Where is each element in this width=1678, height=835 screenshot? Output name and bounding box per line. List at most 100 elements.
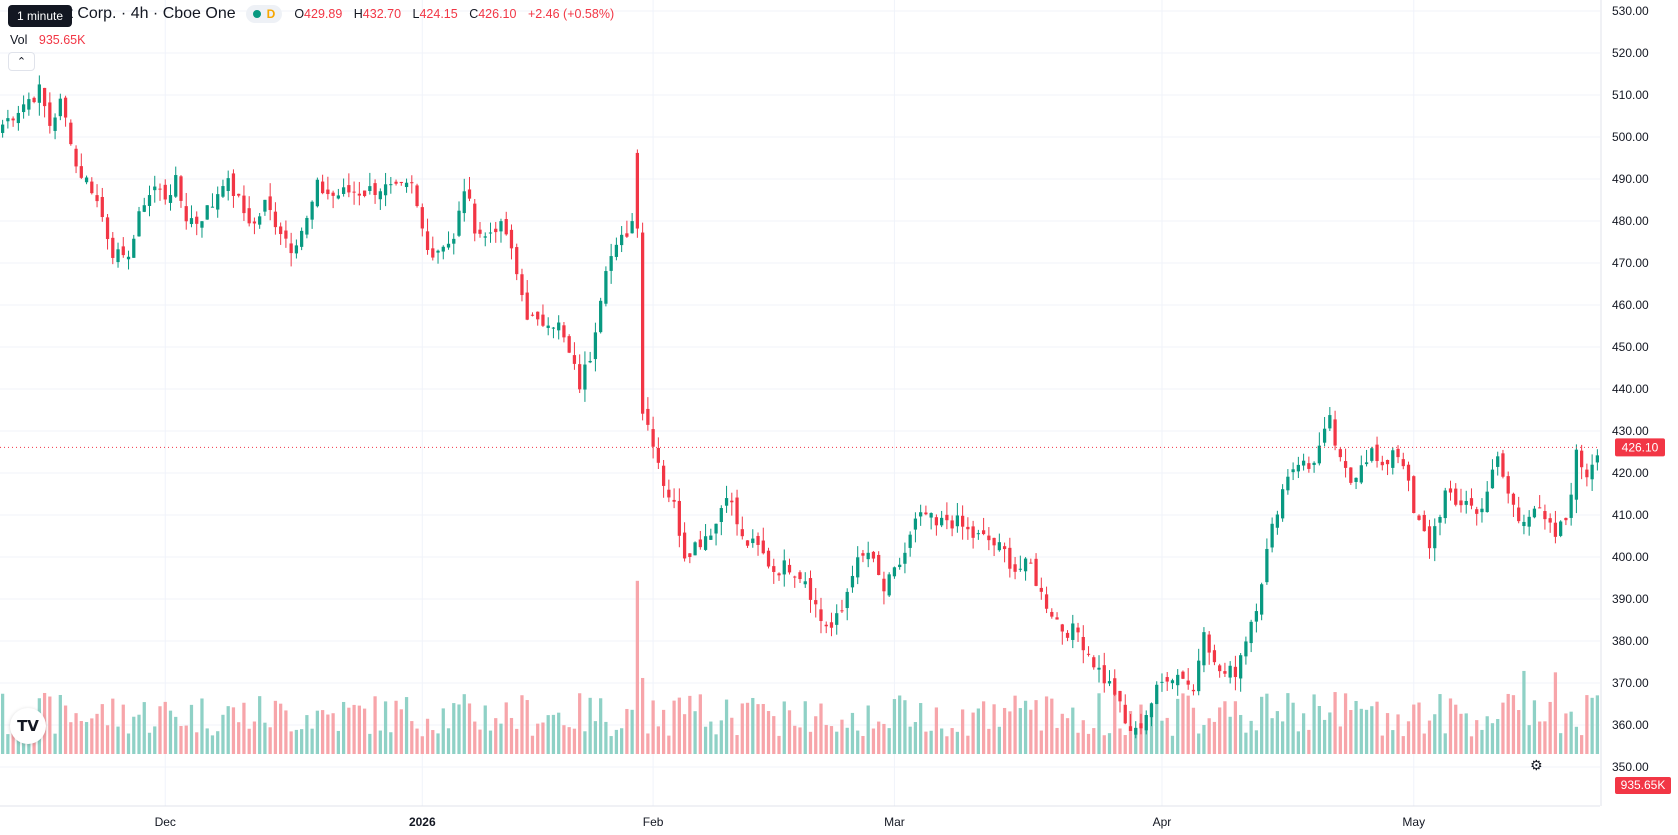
candle-body bbox=[399, 181, 403, 184]
volume-bar bbox=[315, 710, 320, 754]
volume-bar bbox=[1286, 693, 1290, 754]
candle-body bbox=[987, 535, 991, 541]
volume-bar bbox=[1569, 711, 1573, 754]
volume-bar bbox=[168, 710, 173, 754]
candle-body bbox=[940, 517, 944, 526]
candle-body bbox=[273, 211, 278, 228]
candle-body bbox=[1128, 726, 1133, 731]
volume-bar bbox=[1307, 729, 1311, 754]
candle-body bbox=[751, 538, 755, 544]
candle-body bbox=[231, 173, 236, 196]
volume-bar bbox=[1149, 705, 1154, 754]
volume-bar bbox=[955, 731, 960, 754]
volume-bar bbox=[992, 704, 996, 754]
candle-body bbox=[226, 178, 230, 192]
candle-body bbox=[588, 360, 592, 363]
candle-body bbox=[1186, 680, 1190, 685]
volume-bar bbox=[121, 704, 125, 754]
low-value: 424.15 bbox=[419, 7, 458, 21]
candle-body bbox=[761, 540, 765, 554]
volume-bar bbox=[205, 728, 209, 754]
volume-bar bbox=[1417, 702, 1421, 754]
candle-body bbox=[693, 542, 697, 556]
candle-body bbox=[1517, 507, 1521, 522]
candle-body bbox=[1118, 690, 1122, 702]
volume-bar bbox=[593, 721, 598, 754]
volume-bar bbox=[1553, 672, 1558, 754]
volume-label[interactable]: Vol bbox=[10, 33, 28, 47]
volume-bar bbox=[1574, 726, 1579, 754]
volume-bar bbox=[457, 704, 461, 754]
volume-bar bbox=[1580, 735, 1584, 754]
volume-bar bbox=[1280, 721, 1285, 754]
candle-body bbox=[189, 218, 194, 225]
open-value: 429.89 bbox=[304, 7, 343, 21]
candle-body bbox=[462, 191, 466, 214]
candle-body bbox=[373, 183, 377, 195]
volume-bar bbox=[1034, 700, 1038, 754]
candle-body bbox=[1092, 657, 1096, 668]
candle-body bbox=[153, 186, 157, 191]
volume-bar bbox=[850, 712, 855, 754]
volume-bar bbox=[703, 726, 708, 754]
collapse-legend-button[interactable]: ⌃ bbox=[8, 52, 35, 71]
volume-bar bbox=[147, 732, 152, 754]
volume-bar bbox=[1522, 670, 1526, 754]
volume-tag-bg bbox=[1615, 777, 1671, 794]
volume-bar bbox=[1328, 712, 1332, 754]
candle-body bbox=[1338, 449, 1342, 458]
volume-bar bbox=[640, 677, 645, 754]
volume-bar bbox=[1197, 733, 1201, 754]
market-status-badge[interactable]: D bbox=[245, 5, 283, 23]
candle-body bbox=[1176, 674, 1180, 686]
candle-body bbox=[478, 229, 482, 234]
candle-body bbox=[305, 217, 309, 235]
volume-bar bbox=[578, 693, 582, 754]
candle-body bbox=[105, 217, 110, 240]
candle-body bbox=[58, 98, 62, 117]
candle-body bbox=[467, 189, 472, 199]
volume-bar bbox=[1107, 733, 1112, 754]
candle-body bbox=[551, 327, 556, 329]
volume-bar bbox=[740, 703, 744, 754]
candle-body bbox=[1260, 584, 1264, 615]
candle-body bbox=[1218, 665, 1222, 672]
tradingview-logo[interactable]: TV bbox=[10, 708, 46, 744]
candle-body bbox=[237, 193, 241, 196]
volume-bar bbox=[1501, 702, 1505, 754]
candle-body bbox=[205, 205, 209, 220]
volume-bar bbox=[48, 696, 52, 754]
volume-bar bbox=[960, 709, 965, 754]
volume-bar bbox=[651, 700, 655, 754]
volume-bar bbox=[682, 714, 687, 754]
candle-body bbox=[908, 534, 912, 548]
candle-body bbox=[919, 512, 923, 517]
candle-body bbox=[1081, 636, 1085, 651]
candle-body bbox=[730, 500, 734, 503]
volume-bar bbox=[787, 710, 792, 754]
volume-bar bbox=[588, 697, 592, 754]
candle-body bbox=[1071, 623, 1075, 640]
volume-bar bbox=[1055, 727, 1059, 754]
volume-bar bbox=[1454, 704, 1458, 754]
candle-body bbox=[1433, 526, 1437, 549]
price-tick-label: 410.00 bbox=[1612, 508, 1649, 522]
candle-body bbox=[997, 542, 1001, 551]
candle-body bbox=[1359, 465, 1363, 483]
volume-bar bbox=[231, 707, 236, 754]
candle-body bbox=[976, 533, 980, 535]
volume-bar bbox=[305, 715, 309, 754]
candle-body bbox=[1191, 689, 1196, 692]
volume-bar bbox=[11, 722, 15, 754]
volume-bar bbox=[310, 728, 314, 754]
volume-bar bbox=[1464, 713, 1468, 754]
candle-body bbox=[735, 497, 739, 525]
volume-bar bbox=[158, 706, 162, 754]
candle-body bbox=[572, 355, 577, 364]
volume-bar bbox=[887, 728, 891, 754]
volume-bar bbox=[336, 730, 340, 754]
gear-icon[interactable]: ⚙ bbox=[1530, 758, 1543, 774]
volume-bar bbox=[562, 725, 566, 754]
volume-bar bbox=[1228, 716, 1232, 754]
